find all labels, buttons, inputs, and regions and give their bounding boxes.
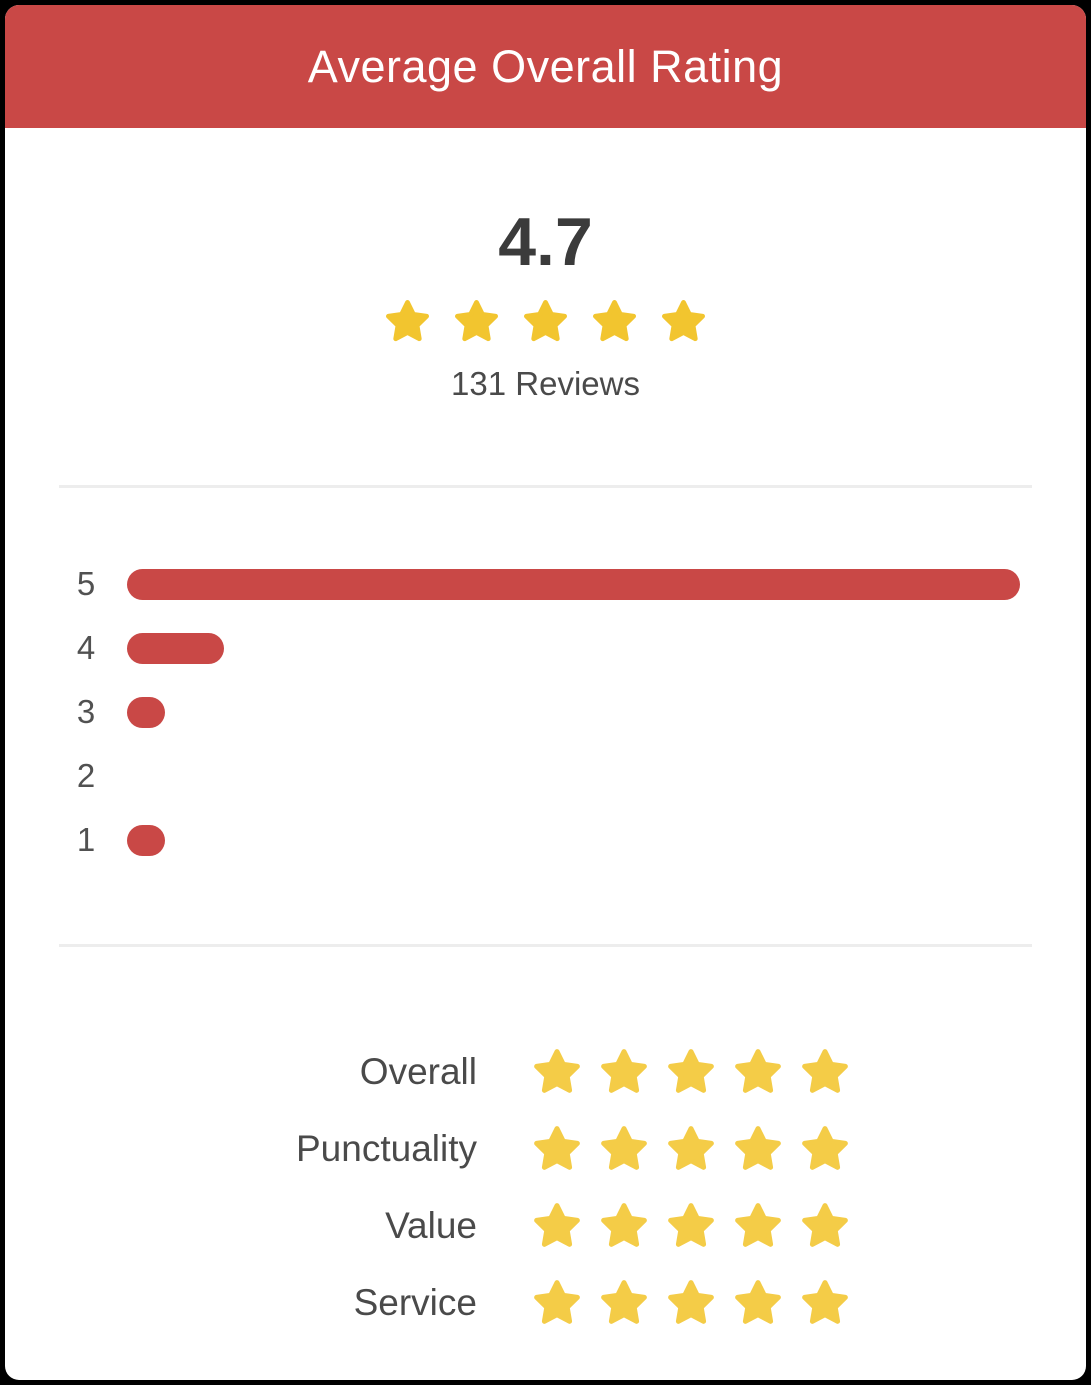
category-row-punctuality: Punctuality [5, 1110, 1086, 1187]
star-icon [735, 1202, 781, 1247]
star-icon [523, 299, 568, 342]
star-icon [454, 299, 499, 342]
star-icon [601, 1125, 647, 1170]
star-icon [735, 1279, 781, 1324]
category-row-overall: Overall [5, 1033, 1086, 1110]
star-icon [385, 299, 430, 342]
chart-row-label: 1 [76, 821, 96, 858]
bar-track [127, 761, 1020, 792]
star-icon [601, 1279, 647, 1324]
star-icon [534, 1048, 580, 1093]
star-icon [802, 1125, 848, 1170]
star-icon [735, 1125, 781, 1170]
star-icon [802, 1279, 848, 1324]
category-stars [532, 1201, 850, 1251]
category-row-service: Service [5, 1264, 1086, 1341]
chart-row-label: 2 [76, 757, 96, 794]
category-label: Punctuality [296, 1127, 477, 1169]
chart-row-label: 4 [76, 629, 96, 666]
star-icon [661, 299, 706, 342]
star-icon [802, 1048, 848, 1093]
category-ratings: Overall Punctuality Value Service [5, 1033, 1086, 1341]
category-stars [532, 1278, 850, 1328]
card-title: Average Overall Rating [307, 40, 784, 92]
chart-row-label: 3 [76, 693, 96, 730]
bar-track [127, 632, 1020, 664]
star-icon [735, 1048, 781, 1093]
average-rating-stars [5, 298, 1086, 345]
chart-row-1-star: 1 [5, 808, 1086, 872]
reviews-count: 131 Reviews [451, 365, 640, 402]
bar-track [127, 824, 1020, 856]
star-icon [668, 1279, 714, 1324]
star-icon [534, 1125, 580, 1170]
rating-bar [127, 632, 225, 664]
divider-top [59, 485, 1032, 488]
chart-row-5-stars: 5 [5, 552, 1086, 616]
card-header: Average Overall Rating [5, 5, 1086, 128]
star-icon [802, 1202, 848, 1247]
rating-card: Average Overall Rating 4.7 131 Reviews 5… [5, 5, 1086, 1380]
category-stars [532, 1124, 850, 1174]
star-icon [601, 1202, 647, 1247]
star-icon [534, 1202, 580, 1247]
star-icon [668, 1125, 714, 1170]
chart-row-4-stars: 4 [5, 616, 1086, 680]
star-icon [668, 1048, 714, 1093]
star-icon [601, 1048, 647, 1093]
rating-bar [127, 696, 166, 728]
bar-track [127, 568, 1020, 600]
average-rating-value: 4.7 [498, 204, 593, 280]
rating-distribution-chart: 5 4 3 2 [5, 552, 1086, 872]
chart-row-2-stars: 2 [5, 744, 1086, 808]
category-label: Value [385, 1204, 477, 1246]
star-icon [534, 1279, 580, 1324]
category-stars [532, 1047, 850, 1097]
star-icon [668, 1202, 714, 1247]
bar-track [127, 696, 1020, 728]
divider-bottom [59, 944, 1032, 947]
star-icon [592, 299, 637, 342]
rating-summary: 4.7 131 Reviews [5, 128, 1086, 403]
rating-bar [127, 568, 1020, 600]
rating-bar [127, 824, 166, 856]
chart-row-label: 5 [76, 565, 96, 602]
category-label: Overall [359, 1050, 477, 1092]
chart-row-3-stars: 3 [5, 680, 1086, 744]
category-row-value: Value [5, 1187, 1086, 1264]
category-label: Service [353, 1281, 477, 1323]
